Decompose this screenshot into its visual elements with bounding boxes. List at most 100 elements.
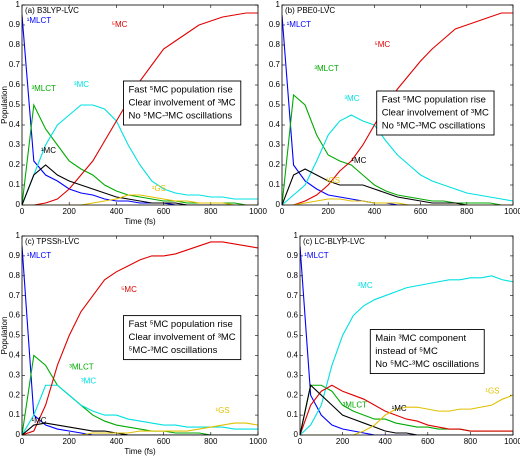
annotation-box <box>123 80 242 126</box>
y-tick-label: 0 <box>16 430 21 439</box>
y-tick-label: 0.8 <box>9 271 21 280</box>
series-label: ⁵MC <box>121 285 137 294</box>
series-label: ¹GS <box>326 176 340 185</box>
series-line <box>282 12 513 205</box>
x-tick-label: 800 <box>464 437 478 446</box>
series-label: ¹GS <box>216 406 230 415</box>
x-tick-label: 0 <box>20 437 25 446</box>
x-tick-label: 800 <box>204 207 218 216</box>
series-label: ¹MC <box>31 416 46 425</box>
series-label: ¹MC <box>41 146 56 155</box>
annotation-text: Clear involvement of ³MC <box>128 98 235 109</box>
x-tick-label: 0 <box>280 207 285 216</box>
series-label: ³MC <box>81 376 96 385</box>
y-tick-label: 0.7 <box>269 60 281 69</box>
series-line <box>282 93 513 205</box>
series-label: ¹MC <box>392 404 407 413</box>
y-tick-label: 0.7 <box>9 60 21 69</box>
annotation-text: Clear involvement of ³MC <box>128 332 235 343</box>
panel: 0 0.1 0.2 0.3 0.4 0.5 0.6 0.7 0.8 0.9 1 0 200 400 600 8… <box>0 0 267 226</box>
y-tick-label: 0.6 <box>287 311 299 320</box>
y-tick-label: 0.2 <box>9 160 21 169</box>
annotation-text: Fast ⁵MC population rise <box>128 85 232 96</box>
y-tick-label: 0 <box>294 430 299 439</box>
lines <box>22 241 258 435</box>
y-tick-label: 0.5 <box>269 100 281 109</box>
y-tick-label: 0.1 <box>287 410 299 419</box>
series-line <box>22 241 258 435</box>
panel: 0 0.1 0.2 0.3 0.4 0.5 0.6 0.7 0.8 0.9 1 0 200 400 600 8… <box>287 231 520 446</box>
y-tick-label: 0.1 <box>9 410 21 419</box>
y-tick-label: 0.9 <box>287 251 299 260</box>
y-tick-label: 0.7 <box>287 291 299 300</box>
panel-title: (c) LC-BLYP-LVC <box>303 237 365 246</box>
annotation-text: Main ³MC component <box>375 333 466 344</box>
y-tick-label: 0.4 <box>269 120 281 129</box>
y-tick-label: 0.2 <box>269 160 281 169</box>
y-tick-label: 0.5 <box>9 331 21 340</box>
y-tick-label: 0.6 <box>9 311 21 320</box>
y-tick-label: 0.9 <box>9 251 21 260</box>
series-line <box>282 168 513 205</box>
series-label: ³MC <box>74 80 89 89</box>
x-axis-label: Time (fs) <box>124 217 156 226</box>
y-tick-label: 1 <box>16 0 21 9</box>
y-tick-label: 0.9 <box>269 20 281 29</box>
x-tick-label: 600 <box>157 437 171 446</box>
annotation-text: No ⁵MC-³MC oscillations <box>128 111 232 122</box>
x-tick-label: 200 <box>63 207 77 216</box>
y-tick-label: 0.7 <box>9 291 21 300</box>
annotation-text: No ⁵MC-³MC oscillations <box>375 359 479 370</box>
series-line <box>300 384 513 435</box>
x-tick-label: 800 <box>204 437 218 446</box>
series-line <box>282 114 513 205</box>
y-tick-label: 0.1 <box>9 180 21 189</box>
annotation-box <box>123 315 242 361</box>
panel: 0 0.1 0.2 0.3 0.4 0.5 0.6 0.7 0.8 0.9 1 0 200 400 600 8… <box>0 231 267 456</box>
series-line <box>22 14 258 205</box>
series-line <box>22 422 258 435</box>
series-line <box>22 384 258 435</box>
y-tick-label: 1 <box>16 231 21 240</box>
series-label: ³MC <box>344 94 359 103</box>
panel-title: (c) TPSSh-LVC <box>25 237 80 246</box>
series-line <box>300 245 513 435</box>
y-tick-label: 0.2 <box>287 390 299 399</box>
lines <box>300 245 513 435</box>
series-label: ¹MLCT <box>304 251 329 260</box>
y-tick-label: 0.6 <box>269 80 281 89</box>
series-line <box>22 422 258 435</box>
series-line <box>300 275 513 435</box>
x-tick-label: 400 <box>110 437 124 446</box>
series-label: ⁵MC <box>112 20 128 29</box>
y-tick-label: 0.3 <box>9 140 21 149</box>
axes-frame <box>21 235 259 436</box>
series-label: ³MLCT <box>343 400 368 409</box>
x-tick-label: 400 <box>110 207 124 216</box>
y-tick-label: 0.6 <box>9 80 21 89</box>
y-tick-label: 0.9 <box>9 20 21 29</box>
y-tick-label: 0.5 <box>9 100 21 109</box>
y-axis-label: Population <box>0 317 9 355</box>
annotation-box <box>369 329 485 374</box>
axes-frame <box>21 4 259 206</box>
y-axis-label: Population <box>0 86 9 124</box>
series-line <box>300 394 513 435</box>
x-tick-label: 800 <box>460 207 474 216</box>
annotation-text: instead of ⁵MC <box>375 346 438 357</box>
annotation-text: ⁵MC-³MC oscillations <box>128 345 217 356</box>
x-tick-label: 600 <box>414 207 428 216</box>
x-tick-label: 0 <box>20 207 25 216</box>
series-label: ⁵MC <box>374 40 390 49</box>
series-label: ¹MLCT <box>27 16 52 25</box>
series-label: ³MLCT <box>69 362 94 371</box>
y-tick-label: 0.3 <box>287 370 299 379</box>
x-tick-label: 400 <box>379 437 393 446</box>
x-tick-label: 200 <box>336 437 350 446</box>
y-tick-label: 0.4 <box>287 351 299 360</box>
y-tick-label: 0.5 <box>287 331 299 340</box>
annotation-text: Fast ⁵MC population rise <box>382 95 486 106</box>
panel: 0 0.1 0.2 0.3 0.4 0.5 0.6 0.7 0.8 0.9 1 0 200 400 600 8… <box>269 0 520 216</box>
annotation-box <box>376 90 495 136</box>
